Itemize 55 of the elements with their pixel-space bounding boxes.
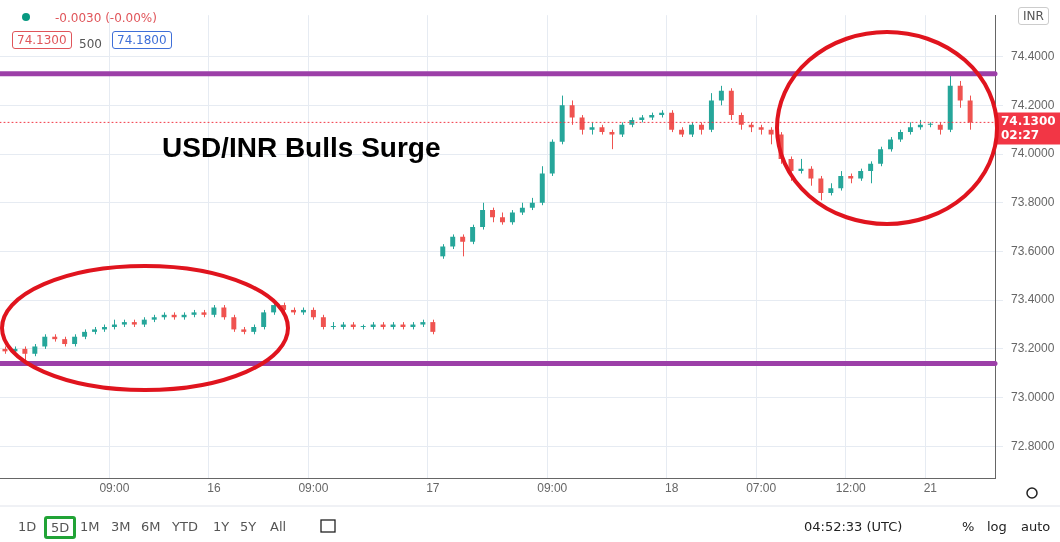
candlestick bbox=[470, 224, 476, 245]
y-tick-label: 73.4000 bbox=[1011, 292, 1055, 307]
candlestick bbox=[669, 109, 675, 133]
x-tick-label: 18 bbox=[664, 480, 679, 495]
y-tick-label: 73.2000 bbox=[1011, 341, 1055, 356]
text: 1D bbox=[18, 519, 37, 534]
candlestick bbox=[261, 309, 267, 330]
candlestick bbox=[878, 146, 884, 167]
text: 1Y bbox=[213, 519, 230, 534]
candlestick bbox=[868, 160, 874, 184]
annotation: 74.1300 bbox=[12, 31, 72, 49]
annotation: 500 bbox=[79, 37, 102, 51]
candlestick bbox=[609, 129, 615, 150]
y-tick-label: 74.0000 bbox=[1011, 146, 1055, 161]
x-tick-label: 17 bbox=[426, 480, 440, 495]
x-tick-label: 21 bbox=[923, 480, 938, 495]
y-tick-label: 72.8000 bbox=[1011, 438, 1055, 453]
candlestick bbox=[838, 170, 844, 192]
y-tick-label: 73.6000 bbox=[1011, 243, 1055, 258]
text: All bbox=[270, 519, 287, 534]
candlestick bbox=[957, 80, 963, 109]
candlestick bbox=[579, 114, 585, 136]
text: 1M bbox=[80, 519, 100, 534]
candlestick bbox=[818, 175, 824, 201]
x-tick-label: 09:00 bbox=[298, 480, 329, 495]
candlestick bbox=[808, 165, 814, 187]
annotation: 74.1800 bbox=[112, 31, 172, 49]
text: 5D bbox=[44, 516, 77, 539]
candlestick bbox=[718, 85, 724, 106]
text: 5Y bbox=[240, 519, 257, 534]
text: auto bbox=[1021, 519, 1051, 534]
y-tick-label: 74.2000 bbox=[1011, 97, 1055, 112]
text: % bbox=[962, 519, 975, 534]
x-tick-label: 09:00 bbox=[537, 480, 568, 495]
candlestick bbox=[460, 233, 466, 257]
candlestick bbox=[967, 95, 973, 131]
text: 04:52:33 (UTC) bbox=[804, 519, 903, 534]
text: 3M bbox=[111, 519, 131, 534]
x-tick-label: 12:00 bbox=[835, 480, 867, 495]
y-tick-label: 73.0000 bbox=[1011, 389, 1055, 404]
x-tick-label: 07:00 bbox=[746, 480, 777, 495]
text: USD/INR Bulls Surge bbox=[162, 132, 441, 164]
text: INR bbox=[1018, 7, 1049, 25]
text: YTD bbox=[172, 519, 198, 534]
y-tick-label: 74.4000 bbox=[1011, 48, 1055, 63]
candlestick bbox=[788, 155, 794, 182]
candlestick bbox=[480, 202, 486, 231]
x-tick-label: 16 bbox=[207, 480, 221, 495]
text: 6M bbox=[141, 519, 161, 534]
ref-line-label: 74.1300 02:27 bbox=[1001, 114, 1056, 143]
text: log bbox=[987, 519, 1007, 534]
annotation: -0.0030 (-0.00%) bbox=[55, 11, 157, 25]
y-tick-label: 73.8000 bbox=[1011, 195, 1055, 210]
x-tick-label: 09:00 bbox=[99, 480, 130, 495]
candlestick bbox=[569, 99, 575, 126]
